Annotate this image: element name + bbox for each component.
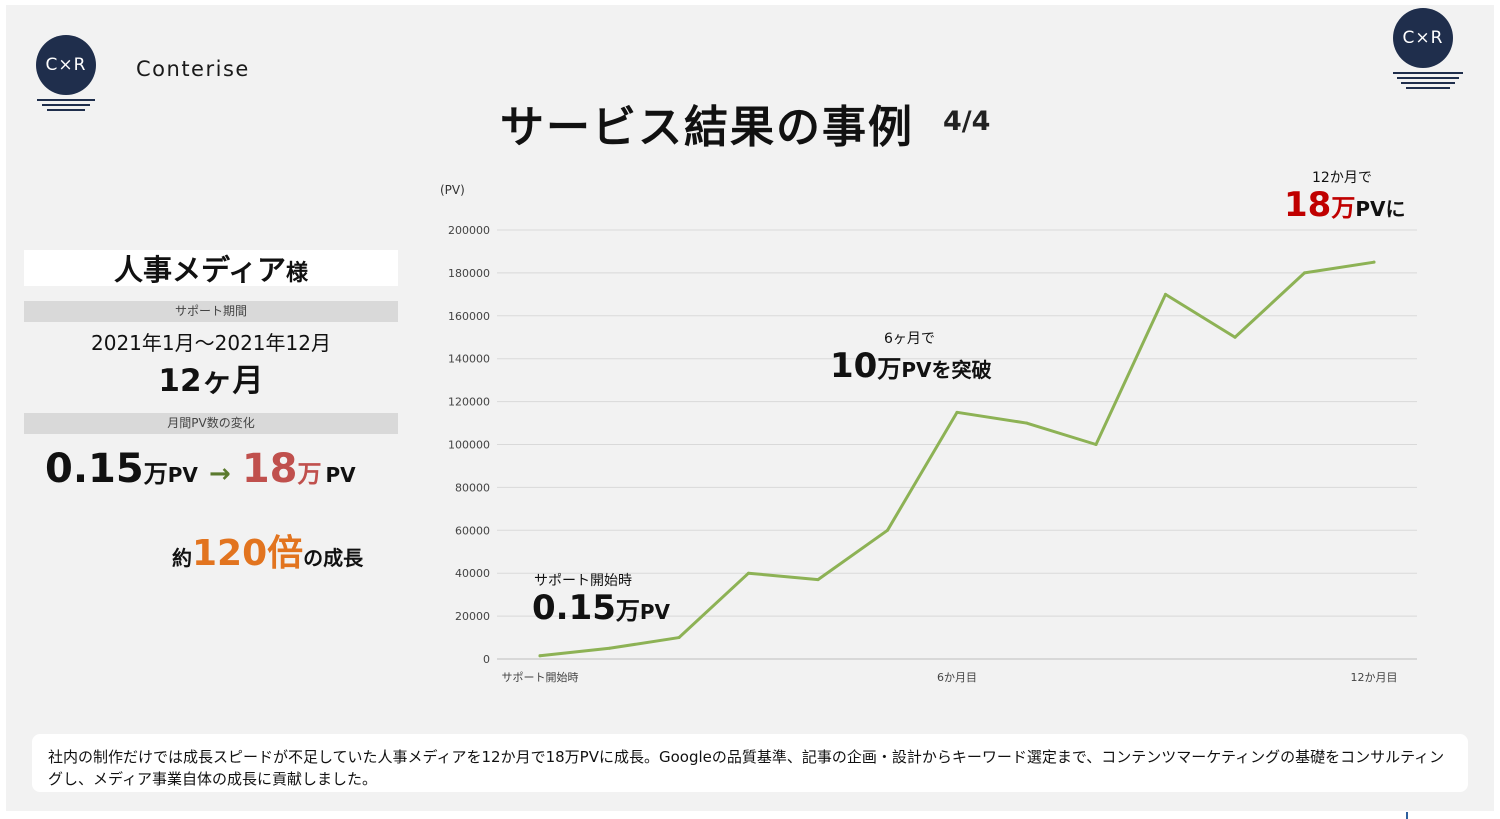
annotation-six-value: 10 bbox=[830, 346, 878, 386]
pv-from-value: 0.15 bbox=[45, 446, 144, 492]
period-value: 2021年1月〜2021年12月 bbox=[91, 331, 331, 355]
data-point bbox=[677, 636, 681, 640]
y-tick-label: 140000 bbox=[448, 353, 490, 366]
annotation-start: サポート開始時 0.15万PV bbox=[532, 570, 670, 628]
client-name: 人事メディア bbox=[114, 253, 286, 287]
pv-to-unit: PV bbox=[325, 463, 356, 487]
pv-from-unit: PV bbox=[167, 463, 198, 487]
y-axis-label: (PV) bbox=[440, 183, 465, 197]
y-tick-label: 180000 bbox=[448, 267, 490, 280]
logo-waves bbox=[36, 99, 96, 111]
y-tick-label: 40000 bbox=[455, 567, 490, 580]
annotation-twelve-unit: PVに bbox=[1355, 197, 1406, 221]
y-tick-label: 160000 bbox=[448, 310, 490, 323]
edge-marker bbox=[1406, 812, 1408, 819]
x-tick-label: 12か月目 bbox=[1351, 671, 1398, 684]
x-tick-label: 6か月目 bbox=[937, 671, 977, 684]
client-suffix: 様 bbox=[285, 261, 308, 286]
data-point bbox=[608, 646, 611, 650]
annotation-six-label: 6ヶ月で bbox=[884, 331, 935, 347]
annotation-start-label: サポート開始時 bbox=[534, 573, 632, 589]
brand-logo: C×R bbox=[36, 35, 96, 111]
data-point bbox=[1094, 443, 1098, 446]
growth-value: 120倍 bbox=[192, 533, 304, 574]
period-label: サポート期間 bbox=[24, 301, 398, 322]
pv-line-chart: (PV) 0 20000 40000 60000 80000 100000 120000 140… bbox=[440, 183, 1417, 684]
y-tick-label: 120000 bbox=[448, 396, 490, 409]
growth-summary: 約120倍の成長 bbox=[172, 524, 363, 576]
pv-to-man: 万 bbox=[297, 460, 322, 488]
logo-waves-right bbox=[1393, 72, 1463, 89]
logo-circle-right: C×R bbox=[1393, 8, 1453, 68]
annotation-six-months: 6ヶ月で 10万PVを突破 bbox=[830, 328, 991, 386]
footer-description: 社内の制作だけでは成長スピードが不足していた人事メディアを12か月で18万PVに… bbox=[48, 748, 1445, 788]
annotation-start-man: 万 bbox=[615, 597, 640, 625]
y-tick-label: 60000 bbox=[455, 524, 490, 537]
data-point bbox=[1164, 292, 1167, 296]
annotation-start-value: 0.15 bbox=[532, 588, 616, 628]
y-tick-label: 0 bbox=[483, 653, 490, 666]
logo-circle: C×R bbox=[36, 35, 96, 95]
y-tick-label: 100000 bbox=[448, 439, 490, 452]
pv-to-value: 18 bbox=[241, 446, 298, 492]
client-name-box: 人事メディア様 bbox=[24, 250, 398, 287]
annotation-twelve-label: 12か月で bbox=[1312, 170, 1372, 186]
annotation-twelve-value: 18 bbox=[1284, 185, 1332, 225]
annotation-start-unit: PV bbox=[639, 600, 671, 624]
growth-suffix: の成長 bbox=[303, 546, 364, 570]
page-title: サービス結果の事例 bbox=[500, 102, 914, 153]
pv-change-label: 月間PV数の変化 bbox=[24, 413, 398, 434]
data-point bbox=[1372, 260, 1376, 264]
data-point bbox=[816, 578, 820, 582]
annotation-six-man: 万 bbox=[877, 355, 902, 383]
y-tick-label: 20000 bbox=[455, 610, 490, 623]
data-point bbox=[1233, 335, 1237, 339]
page-indicator: 4/4 bbox=[943, 106, 991, 137]
brand-logo-right: C×R bbox=[1393, 8, 1463, 89]
duration-value: 12ヶ月 bbox=[158, 363, 264, 399]
data-point bbox=[886, 528, 889, 532]
pv-change: 0.15万PV → 18万 PV bbox=[45, 446, 356, 492]
annotation-twelve-months: 12か月で 18万PVに bbox=[1284, 167, 1405, 225]
data-point bbox=[538, 654, 542, 658]
data-point bbox=[747, 571, 750, 575]
pv-from-man: 万 bbox=[143, 460, 168, 488]
footer-box bbox=[32, 734, 1468, 792]
x-tick-label: サポート開始時 bbox=[502, 670, 579, 684]
slide: C×R Conterise C×R サービス結果の事例 4/4 bbox=[6, 5, 1494, 811]
data-point bbox=[1025, 421, 1028, 425]
y-tick-label: 80000 bbox=[455, 481, 490, 494]
data-point bbox=[955, 410, 959, 414]
growth-prefix: 約 bbox=[172, 546, 192, 570]
annotation-six-unit: PVを突破 bbox=[901, 358, 992, 382]
arrow-right-icon: → bbox=[208, 459, 231, 489]
y-tick-label: 200000 bbox=[448, 224, 490, 237]
brand-name: Conterise bbox=[136, 57, 250, 81]
data-point bbox=[1303, 271, 1306, 275]
annotation-twelve-man: 万 bbox=[1331, 194, 1356, 222]
